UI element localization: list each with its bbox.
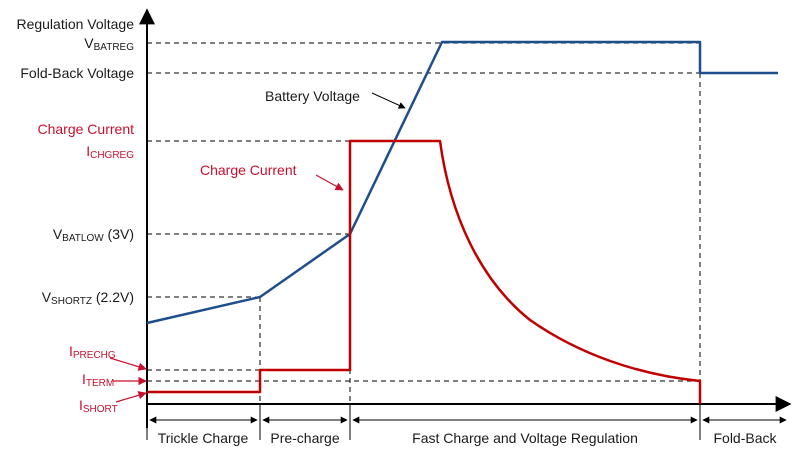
vshortz-label: VSHORTZ (2.2V) <box>42 289 134 307</box>
charge-current-callout-arrow <box>315 174 344 191</box>
battery-voltage-callout-arrow <box>371 92 406 109</box>
phase-label-foldback: Fold-Back <box>713 430 777 446</box>
vbatreg-label: VBATREG <box>84 35 134 53</box>
ishort-label: ISHORT <box>79 397 118 415</box>
vbatlow-label: VBATLOW (3V) <box>53 226 134 244</box>
charge-current-axis-label: Charge Current <box>38 121 135 137</box>
phase-label-trickle: Trickle Charge <box>158 430 249 446</box>
iprechg-label: IPRECHG <box>69 343 116 361</box>
regulation-voltage-label: Regulation Voltage <box>16 16 134 32</box>
iterm-label: ITERM <box>82 371 114 389</box>
battery-voltage-callout: Battery Voltage <box>265 88 360 104</box>
ichgreg-label: ICHGREG <box>86 143 134 161</box>
charge-current-callout: Charge Current <box>200 162 297 178</box>
phase-label-fastcharge: Fast Charge and Voltage Regulation <box>412 430 638 446</box>
battery-voltage-curve <box>146 40 778 325</box>
foldback-voltage-label: Fold-Back Voltage <box>20 65 134 81</box>
ishort-arrow <box>115 391 147 403</box>
phase-label-precharge: Pre-charge <box>270 430 339 446</box>
iprechg-arrow <box>109 357 147 371</box>
charge-current-curve <box>147 139 702 404</box>
